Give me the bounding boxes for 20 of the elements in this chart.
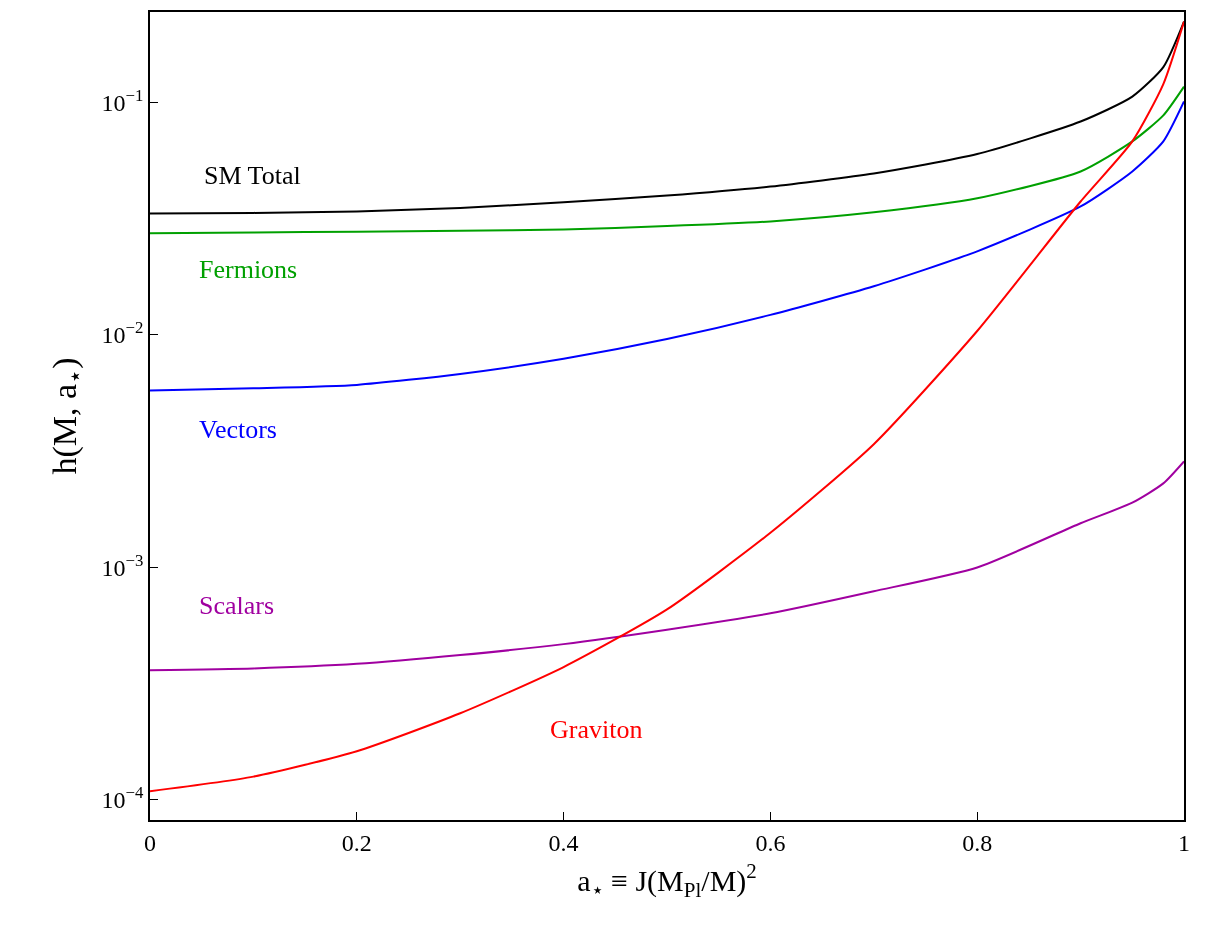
line-series	[150, 460, 1184, 672]
y-tick-label: 10$^{−1}$	[101, 85, 144, 116]
x-tick-label: 0	[144, 829, 156, 856]
y-tick-label: 10$^{−2}$	[101, 318, 144, 349]
x-tick-label: 0.2	[341, 829, 372, 856]
x-tick-label: 0.4	[548, 829, 579, 856]
x-tick-label: 0.8	[962, 829, 993, 856]
line-series	[150, 20, 1184, 793]
x-axis-title: a$_{⋆}$ ≡ J(M$_{Pl}$/M)$^{2}$	[577, 858, 757, 902]
line-series	[150, 85, 1184, 235]
x-tick-label: 0.6	[755, 829, 786, 856]
series-label: Scalars	[199, 591, 275, 620]
y-tick-label: 10$^{−4}$	[101, 783, 145, 814]
series-label: Graviton	[550, 715, 643, 744]
series-label: Vectors	[199, 415, 277, 444]
series-label: SM Total	[204, 161, 301, 190]
series-label: Fermions	[199, 255, 298, 284]
y-tick-label: 10$^{−3}$	[101, 550, 144, 581]
line-series	[150, 100, 1184, 392]
x-tick-label: 1	[1178, 829, 1190, 856]
